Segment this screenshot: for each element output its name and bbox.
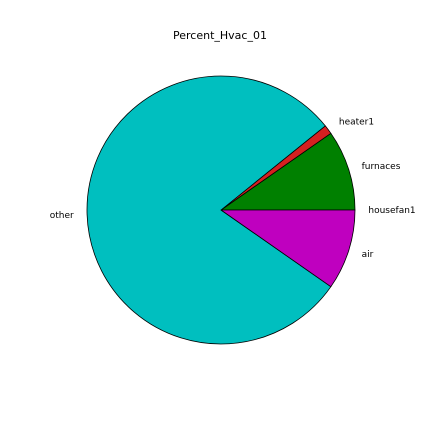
- pie-slice-air: [220, 209, 356, 288]
- pie-label-housefan1: housefan1: [368, 206, 415, 216]
- pie-slice-furnaces: [220, 132, 356, 211]
- pie-label-air: air: [362, 250, 374, 260]
- pie-label-other: other: [50, 211, 74, 221]
- pie-labels: housefan1 furnaces heater1 other air: [50, 117, 416, 260]
- pie-slice-other: [86, 75, 332, 345]
- chart-title: Percent_Hvac_01: [173, 29, 267, 42]
- pie-slices: [86, 75, 356, 345]
- pie-label-furnaces: furnaces: [362, 162, 401, 172]
- pie-label-heater1: heater1: [339, 117, 374, 127]
